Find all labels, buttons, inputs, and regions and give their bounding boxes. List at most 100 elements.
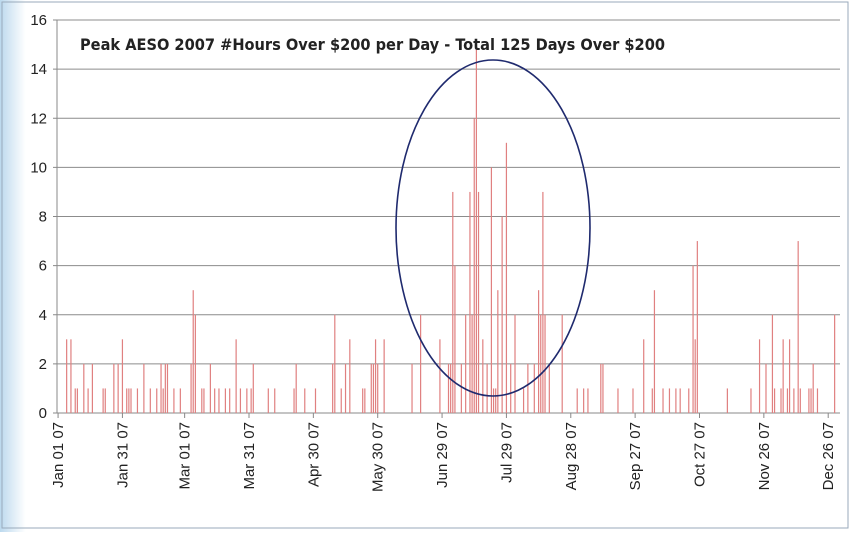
bar bbox=[587, 388, 589, 413]
bar bbox=[362, 388, 364, 413]
bar bbox=[411, 363, 413, 413]
bar bbox=[662, 388, 664, 413]
bar bbox=[473, 118, 475, 413]
bar bbox=[486, 363, 488, 413]
bar bbox=[250, 388, 252, 413]
highlight-ellipse bbox=[395, 59, 591, 397]
bar bbox=[267, 388, 269, 413]
bar bbox=[537, 290, 540, 413]
bar bbox=[548, 363, 550, 413]
bar bbox=[209, 363, 211, 413]
bar bbox=[771, 314, 774, 413]
bar bbox=[246, 388, 248, 413]
bar bbox=[497, 290, 499, 413]
bar bbox=[765, 363, 767, 413]
bar bbox=[782, 339, 784, 413]
y-tick-label: 16 bbox=[30, 12, 47, 29]
bar bbox=[812, 363, 814, 413]
bar bbox=[149, 388, 151, 413]
bar bbox=[540, 314, 542, 413]
bar bbox=[758, 339, 761, 413]
bar bbox=[201, 388, 203, 413]
bar bbox=[797, 241, 799, 413]
bar bbox=[482, 339, 484, 413]
bar bbox=[102, 388, 104, 413]
bar bbox=[454, 265, 456, 413]
bar bbox=[179, 388, 181, 413]
bar bbox=[349, 339, 351, 413]
bar bbox=[793, 388, 795, 413]
y-tick-label: 14 bbox=[30, 61, 47, 78]
bar bbox=[218, 388, 220, 413]
bar bbox=[83, 363, 85, 413]
x-tick-label: Jan 31 07 bbox=[114, 422, 131, 488]
bar bbox=[314, 388, 317, 413]
bar bbox=[632, 388, 634, 413]
bar bbox=[600, 363, 602, 413]
bar bbox=[475, 44, 477, 413]
bar bbox=[583, 388, 585, 413]
x-tick-label: Apr 30 07 bbox=[305, 422, 322, 487]
bar bbox=[788, 339, 791, 413]
bar bbox=[156, 388, 158, 413]
bar bbox=[252, 363, 254, 413]
bar bbox=[505, 142, 508, 413]
bar bbox=[274, 388, 276, 413]
y-tick-label: 4 bbox=[39, 307, 47, 324]
bar bbox=[173, 388, 175, 413]
bar bbox=[447, 363, 450, 413]
bar bbox=[533, 363, 535, 413]
frame bbox=[1, 1, 849, 529]
bar bbox=[799, 388, 801, 413]
bar bbox=[235, 339, 237, 413]
bar bbox=[471, 314, 473, 413]
bar bbox=[190, 363, 192, 413]
bar bbox=[383, 339, 385, 413]
bar bbox=[166, 363, 169, 413]
bar bbox=[121, 339, 124, 413]
bar bbox=[465, 314, 467, 413]
bar bbox=[76, 388, 78, 413]
bar bbox=[808, 388, 810, 413]
bar bbox=[87, 388, 89, 413]
bar bbox=[668, 388, 671, 413]
bar bbox=[542, 191, 544, 413]
bar bbox=[214, 388, 216, 413]
bar bbox=[372, 363, 375, 413]
y-tick-label: 0 bbox=[39, 405, 47, 422]
bar bbox=[514, 314, 516, 413]
bar bbox=[203, 388, 205, 413]
bar bbox=[780, 388, 782, 413]
bar bbox=[527, 363, 529, 413]
bar bbox=[810, 388, 812, 413]
bar bbox=[490, 167, 493, 413]
bar bbox=[544, 314, 546, 413]
bar bbox=[113, 363, 115, 413]
bar bbox=[834, 314, 836, 413]
bar bbox=[104, 388, 106, 413]
bar bbox=[773, 388, 776, 413]
bar bbox=[726, 388, 728, 413]
bar bbox=[750, 388, 752, 413]
bar bbox=[576, 388, 578, 413]
x-tick-label: Aug 28 07 bbox=[563, 422, 580, 490]
y-tick-label: 2 bbox=[39, 356, 47, 373]
bar bbox=[304, 388, 306, 413]
bar bbox=[692, 265, 694, 413]
bar bbox=[477, 191, 480, 413]
x-tick-label: May 30 07 bbox=[370, 422, 387, 492]
bar bbox=[439, 339, 441, 413]
bar bbox=[653, 290, 656, 413]
bar bbox=[377, 363, 379, 413]
bar bbox=[128, 388, 130, 413]
bar bbox=[510, 363, 512, 413]
bar bbox=[694, 339, 696, 413]
bar bbox=[679, 388, 681, 413]
bar bbox=[192, 290, 194, 413]
bar bbox=[643, 339, 645, 413]
y-tick-label: 8 bbox=[39, 209, 47, 226]
x-tick-label: Dec 26 07 bbox=[820, 422, 837, 490]
bar bbox=[334, 314, 336, 413]
bar bbox=[786, 388, 789, 413]
